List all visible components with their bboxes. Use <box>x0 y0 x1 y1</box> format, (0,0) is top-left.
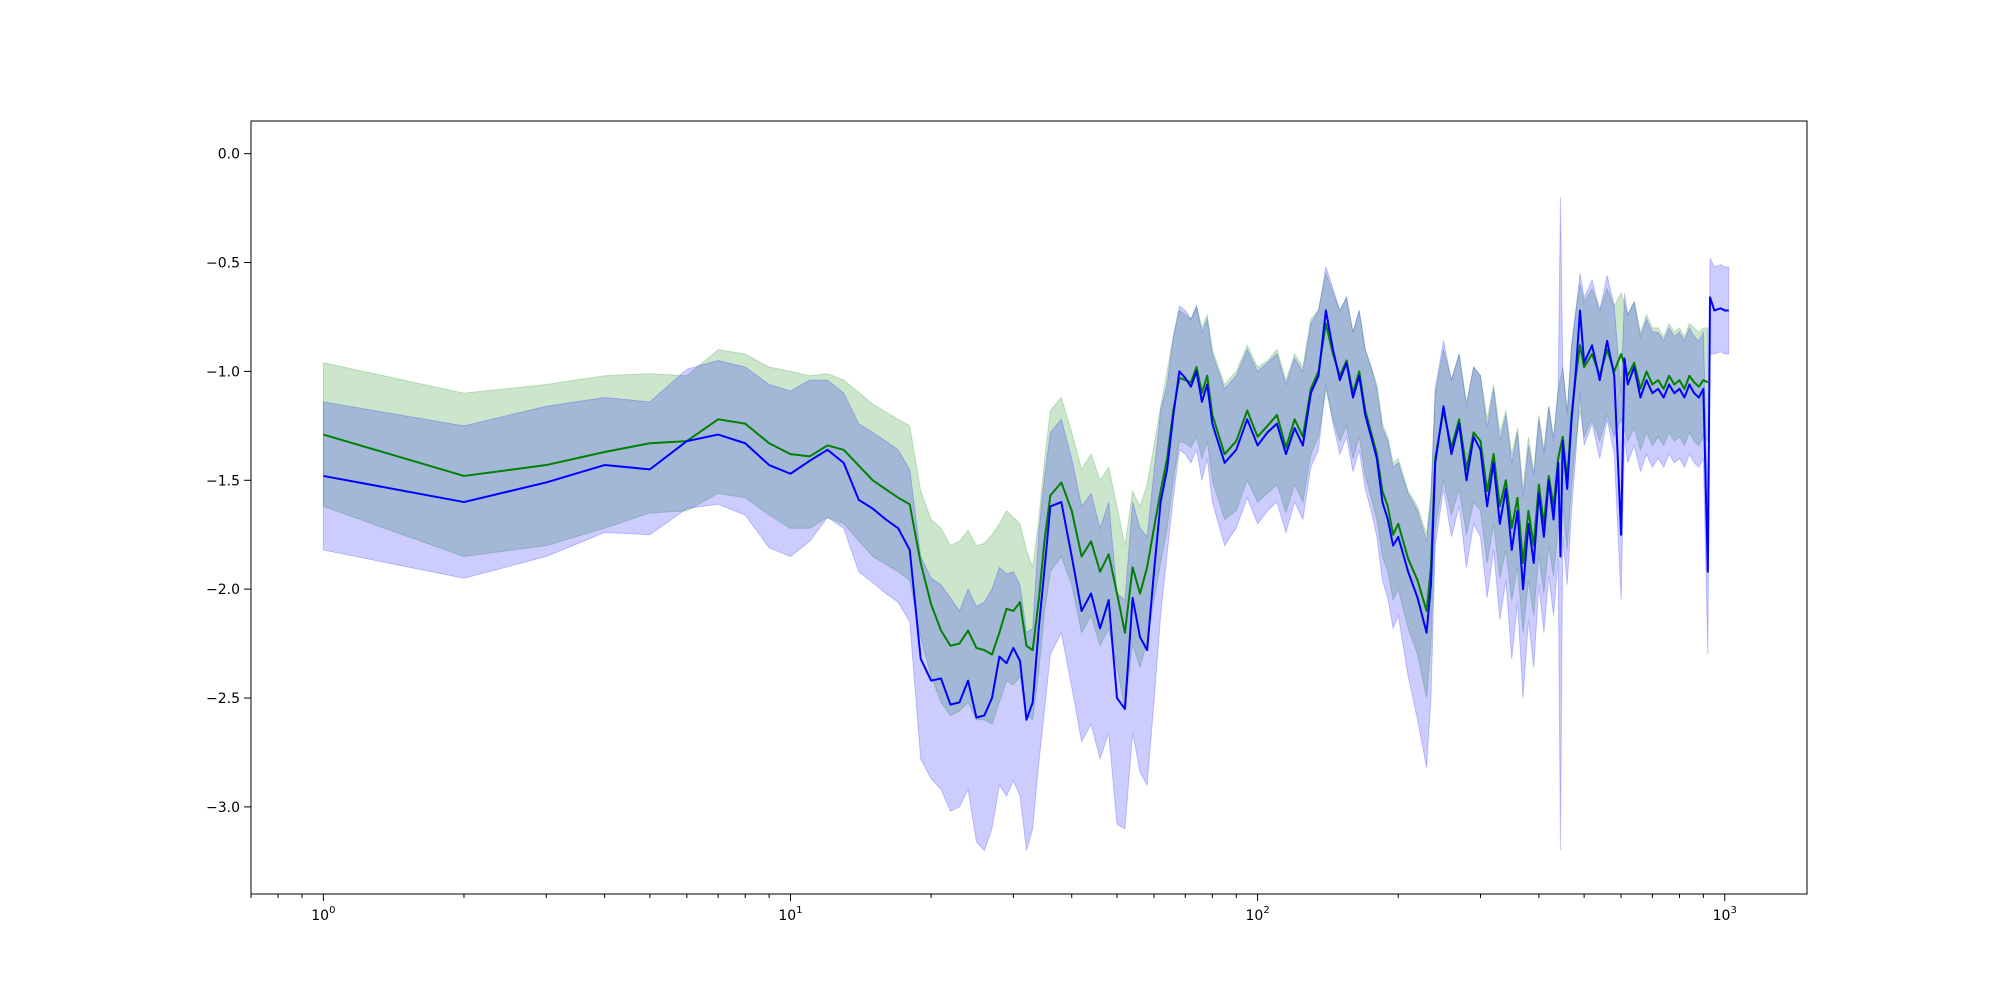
x-tick-label-1: 101 <box>778 905 802 924</box>
y-axis: 0.0 −0.5 −1.0 −1.5 −2.0 −2.5 −3.0 <box>206 147 251 816</box>
series-0-line <box>323 322 1709 656</box>
series-lines <box>323 296 1729 721</box>
x-tick-label-3: 103 <box>1713 905 1737 924</box>
x-tick-label-2: 102 <box>1246 905 1270 924</box>
y-tick-label-1: −0.5 <box>206 256 240 272</box>
y-tick-label-6: −3.0 <box>206 800 240 816</box>
y-tick-label-4: −2.0 <box>206 582 240 598</box>
series-1-line <box>323 296 1729 721</box>
plot-frame <box>250 120 1808 895</box>
y-tick-label-3: −1.5 <box>206 473 240 489</box>
y-tick-label-5: −2.5 <box>206 691 240 707</box>
x-axis: 100 101 102 103 <box>250 894 1737 924</box>
y-tick-label-2: −1.0 <box>206 364 240 380</box>
x-tick-label-0: 100 <box>311 905 335 924</box>
y-tick-label-0: 0.0 <box>218 147 240 163</box>
